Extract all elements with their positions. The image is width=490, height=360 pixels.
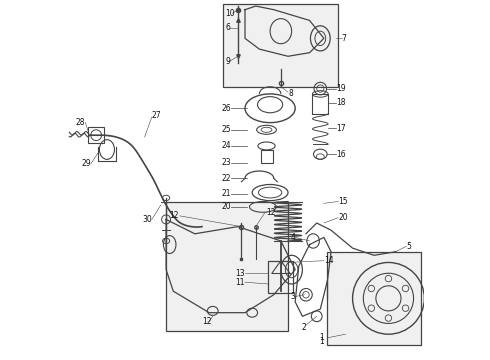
Text: 21: 21 bbox=[221, 189, 231, 198]
Bar bbox=[269, 261, 294, 293]
Text: 28: 28 bbox=[76, 118, 85, 127]
Bar bbox=[313, 94, 328, 114]
Bar bbox=[327, 252, 421, 345]
Text: 23: 23 bbox=[221, 158, 231, 167]
Text: 27: 27 bbox=[152, 111, 161, 120]
Bar bbox=[223, 4, 338, 87]
Text: 12: 12 bbox=[170, 211, 179, 220]
Text: 15: 15 bbox=[338, 197, 348, 206]
Text: 13: 13 bbox=[235, 269, 245, 278]
Text: 10: 10 bbox=[225, 9, 235, 18]
Text: 25: 25 bbox=[221, 125, 231, 134]
Text: 24: 24 bbox=[221, 141, 231, 150]
Text: 16: 16 bbox=[337, 150, 346, 159]
Text: 2: 2 bbox=[301, 323, 306, 332]
Text: 22: 22 bbox=[221, 174, 231, 183]
Text: 18: 18 bbox=[337, 98, 346, 107]
Text: 19: 19 bbox=[337, 84, 346, 93]
Text: 20: 20 bbox=[221, 202, 231, 211]
Text: 1: 1 bbox=[319, 337, 324, 346]
Text: 8: 8 bbox=[288, 89, 293, 98]
Text: 11: 11 bbox=[236, 278, 245, 287]
Text: 12: 12 bbox=[202, 317, 212, 326]
Text: 1: 1 bbox=[319, 333, 324, 342]
Text: 20: 20 bbox=[338, 213, 348, 222]
Text: 7: 7 bbox=[342, 34, 347, 43]
Text: 3: 3 bbox=[291, 292, 295, 301]
Text: 29: 29 bbox=[81, 159, 91, 168]
Text: 12: 12 bbox=[267, 208, 276, 217]
Text: 5: 5 bbox=[406, 242, 411, 251]
Bar bbox=[88, 127, 104, 143]
Text: 26: 26 bbox=[221, 104, 231, 113]
Bar bbox=[261, 150, 272, 163]
Text: 9: 9 bbox=[225, 57, 230, 66]
Bar bbox=[166, 202, 288, 330]
Text: 30: 30 bbox=[142, 215, 152, 224]
Text: 17: 17 bbox=[337, 123, 346, 132]
Text: 4: 4 bbox=[291, 233, 295, 242]
Text: 14: 14 bbox=[324, 256, 334, 265]
Text: 6: 6 bbox=[225, 23, 230, 32]
